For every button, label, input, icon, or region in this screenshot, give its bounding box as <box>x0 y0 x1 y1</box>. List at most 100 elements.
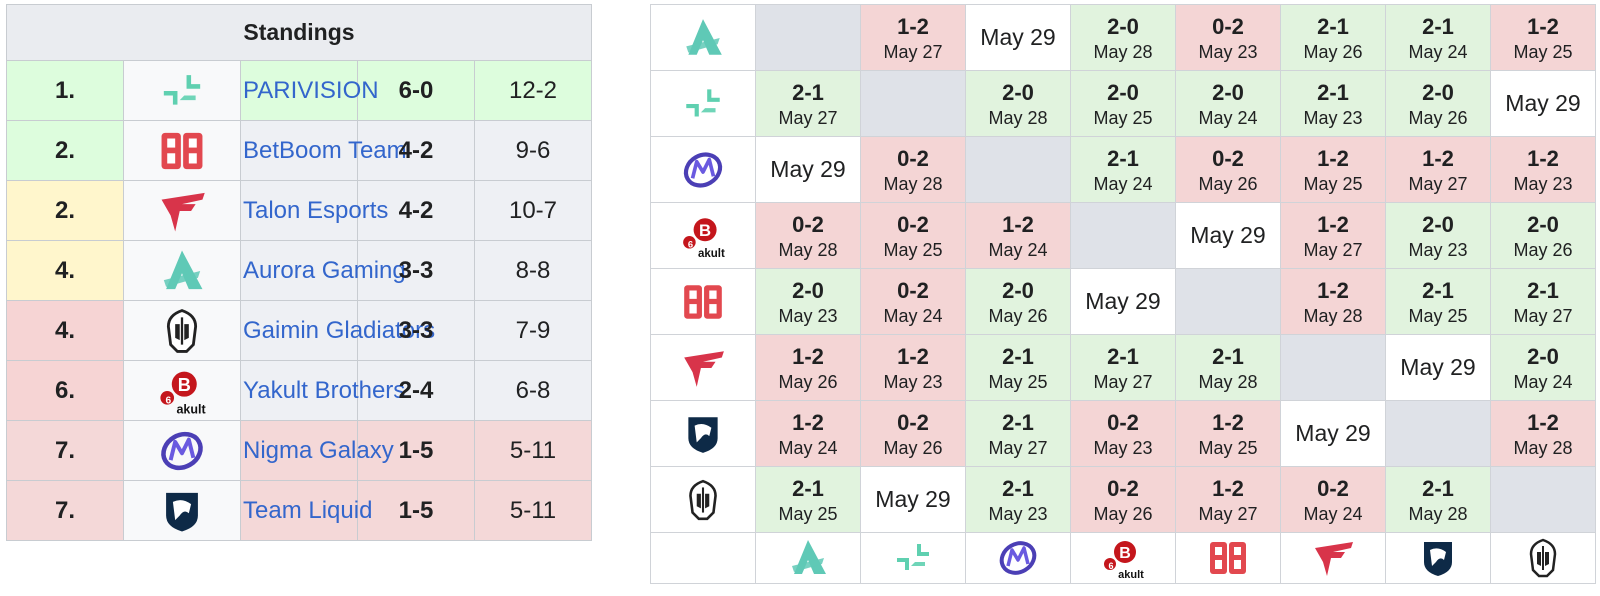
match-score: 1-2 <box>1527 145 1559 171</box>
game-record: 5-11 <box>474 480 592 541</box>
team-name-link[interactable]: Yakult Brothers <box>240 360 405 421</box>
match-score: 2-0 <box>1527 211 1559 237</box>
standings-row: 7. Nigma Galaxy 1-5 5-11 <box>6 420 592 481</box>
row-team-logo[interactable] <box>650 136 756 203</box>
match-date: May 28 <box>883 173 943 194</box>
gladiators-logo-icon <box>1529 538 1557 578</box>
row-team-logo[interactable] <box>650 4 756 71</box>
match-date: May 29 <box>875 486 951 512</box>
crosstable-cell-loss: 0-2 May 26 <box>1175 136 1281 203</box>
team-logo[interactable] <box>123 180 241 241</box>
match-date: May 25 <box>1093 107 1153 128</box>
column-team-logo[interactable]: B 6 akult <box>1070 532 1176 584</box>
match-score: 1-2 <box>897 13 929 39</box>
match-date: May 24 <box>1303 503 1363 524</box>
crosstable-cell-loss: 1-2 May 24 <box>965 202 1071 269</box>
row-team-logo[interactable] <box>650 70 756 137</box>
svg-text:B: B <box>1119 545 1131 562</box>
team-logo[interactable] <box>123 480 241 541</box>
row-team-logo[interactable] <box>650 334 756 401</box>
gladiators-logo-icon <box>689 479 717 520</box>
column-team-logo[interactable] <box>755 532 861 584</box>
column-team-logo[interactable] <box>1280 532 1386 584</box>
team-name-link[interactable]: PARIVISION <box>240 60 379 121</box>
match-date: May 28 <box>1408 503 1468 524</box>
standings-rank: 7. <box>6 420 124 481</box>
crosstable-row: 1-2 May 24 0-2 May 26 2-1 May 27 0-2 May… <box>650 400 1596 467</box>
team-logo[interactable] <box>123 300 241 361</box>
crosstable-cell-upcoming: May 29 <box>1490 70 1596 137</box>
match-date: May 28 <box>778 239 838 260</box>
match-score: 2-1 <box>1002 475 1034 501</box>
match-date: May 28 <box>1513 437 1573 458</box>
crosstable-cell-upcoming: May 29 <box>755 136 861 203</box>
match-score: 1-2 <box>1527 13 1559 39</box>
crosstable-cell-win: 2-0 May 24 <box>1490 334 1596 401</box>
yakult-logo-icon: B 6 akult <box>160 371 207 416</box>
team-name-link[interactable]: Team Liquid <box>240 480 372 541</box>
nigma-logo-icon <box>161 431 203 470</box>
team-name-link[interactable]: Aurora Gaming <box>240 240 406 301</box>
crosstable-cell-win: 2-1 May 28 <box>1385 466 1491 533</box>
column-team-logo[interactable] <box>1490 532 1596 584</box>
match-score: 2-1 <box>1422 475 1454 501</box>
match-record: 1-5 <box>357 480 475 541</box>
crosstable-cell-upcoming: May 29 <box>1280 400 1386 467</box>
crosstable-cell-self <box>755 4 861 71</box>
match-date: May 25 <box>1198 437 1258 458</box>
match-score: 2-1 <box>1002 409 1034 435</box>
match-score: 0-2 <box>897 211 929 237</box>
svg-text:6: 6 <box>688 238 693 249</box>
game-record: 5-11 <box>474 420 592 481</box>
crosstable-cell-win: 2-0 May 23 <box>755 268 861 335</box>
row-team-logo[interactable] <box>650 466 756 533</box>
match-date: May 24 <box>1408 41 1468 62</box>
crosstable-cell-loss: 1-2 May 23 <box>860 334 966 401</box>
crosstable-cell-loss: 0-2 May 28 <box>860 136 966 203</box>
team-logo[interactable] <box>123 60 241 121</box>
match-date: May 26 <box>988 305 1048 326</box>
match-score: 2-0 <box>1527 343 1559 369</box>
match-score: 2-1 <box>1317 79 1349 105</box>
svg-text:6: 6 <box>1108 561 1113 571</box>
crosstable-cell-win: 2-1 May 28 <box>1175 334 1281 401</box>
crosstable-cell-self <box>1070 202 1176 269</box>
column-team-logo[interactable] <box>1175 532 1281 584</box>
row-team-logo[interactable] <box>650 400 756 467</box>
match-score: 2-0 <box>1002 79 1034 105</box>
team-name-link[interactable]: Talon Esports <box>240 180 388 241</box>
parivision-logo-icon <box>686 88 720 117</box>
match-score: 1-2 <box>1527 409 1559 435</box>
crosstable-cell-loss: 0-2 May 23 <box>1070 400 1176 467</box>
match-date: May 26 <box>778 371 838 392</box>
column-team-logo[interactable] <box>965 532 1071 584</box>
match-date: May 27 <box>778 107 838 128</box>
crosstable-cell-upcoming: May 29 <box>1070 268 1176 335</box>
team-name-link[interactable]: Gaimin Gladiators <box>240 300 435 361</box>
crosstable-cell-loss: 1-2 May 27 <box>1385 136 1491 203</box>
row-team-logo[interactable] <box>650 268 756 335</box>
team-name-link[interactable]: BetBoom Team <box>240 120 407 181</box>
match-date: May 27 <box>1198 503 1258 524</box>
column-team-logo[interactable] <box>860 532 966 584</box>
crosstable-row: 2-1 May 27 2-0 May 28 2-0 May 25 2-0 May… <box>650 70 1596 137</box>
match-date: May 25 <box>988 371 1048 392</box>
team-logo[interactable] <box>123 240 241 301</box>
standings-rank: 4. <box>6 240 124 301</box>
crosstable-cell-loss: 1-2 May 28 <box>1490 400 1596 467</box>
team-logo[interactable]: B 6 akult <box>123 360 241 421</box>
match-date: May 25 <box>883 239 943 260</box>
crosstable-cell-win: 2-0 May 28 <box>1070 4 1176 71</box>
team-name-link[interactable]: Nigma Galaxy <box>240 420 394 481</box>
row-team-logo[interactable]: B 6 akult <box>650 202 756 269</box>
match-score: 0-2 <box>1107 409 1139 435</box>
match-date: May 29 <box>1085 288 1161 314</box>
crosstable-cell-win: 2-1 May 27 <box>965 400 1071 467</box>
crosstable-cell-loss: 1-2 May 28 <box>1280 268 1386 335</box>
team-logo[interactable] <box>123 420 241 481</box>
column-team-logo[interactable] <box>1385 532 1491 584</box>
team-logo[interactable] <box>123 120 241 181</box>
gladiators-logo-icon <box>166 308 198 353</box>
crosstable-cell-self <box>860 70 966 137</box>
match-score: 1-2 <box>1317 277 1349 303</box>
